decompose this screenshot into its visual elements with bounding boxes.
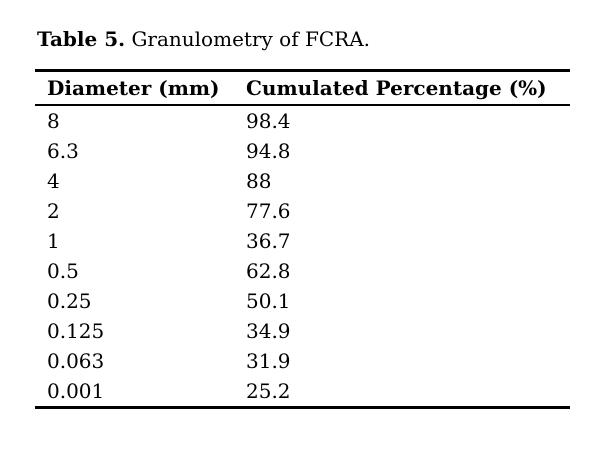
table-row: 2 77.6 [35,196,570,226]
diameter-cell: 0.125 [47,319,105,343]
diameter-cell: 8 [47,109,60,133]
table-row: 6.3 94.8 [35,136,570,166]
diameter-cell: 2 [47,199,60,223]
percentage-cell: 50.1 [246,289,291,313]
percentage-cell: 94.8 [246,139,291,163]
table-row: 0.5 62.8 [35,256,570,286]
table-row: 4 88 [35,166,570,196]
diameter-cell: 1 [47,229,60,253]
diameter-cell: 0.001 [47,379,105,403]
percentage-cell: 77.6 [246,199,291,223]
table-row: 1 36.7 [35,226,570,256]
diameter-cell: 0.5 [47,259,79,283]
percentage-cell: 36.7 [246,229,291,253]
table-caption-text: Granulometry of FCRA. [131,27,370,51]
table-caption-label: Table 5. [37,27,126,51]
diameter-cell: 0.25 [47,289,92,313]
table-row: 8 98.4 [35,105,570,136]
table-row: 0.063 31.9 [35,346,570,376]
diameter-cell: 0.063 [47,349,105,373]
percentage-cell: 31.9 [246,349,291,373]
percentage-cell: 62.8 [246,259,291,283]
granulometry-table: Diameter (mm) Cumulated Percentage (%) 8… [35,69,570,409]
diameter-cell: 6.3 [47,139,79,163]
table-row: 0.125 34.9 [35,316,570,346]
document-page: Table 5. Granulometry of FCRA. Diameter … [35,26,604,409]
percentage-cell: 25.2 [246,379,291,403]
column-header-diameter: Diameter (mm) [35,70,234,106]
diameter-cell: 4 [47,169,60,193]
percentage-cell: 34.9 [246,319,291,343]
column-header-percentage: Cumulated Percentage (%) [234,70,570,106]
percentage-cell: 98.4 [246,109,291,133]
table-caption: Table 5. Granulometry of FCRA. [37,26,604,52]
table-body: 8 98.4 6.3 94.8 4 88 2 77.6 1 36.7 0.5 6… [35,105,570,408]
table-header-row: Diameter (mm) Cumulated Percentage (%) [35,70,570,106]
percentage-cell: 88 [246,169,272,193]
table-row: 0.25 50.1 [35,286,570,316]
table-row: 0.001 25.2 [35,376,570,408]
